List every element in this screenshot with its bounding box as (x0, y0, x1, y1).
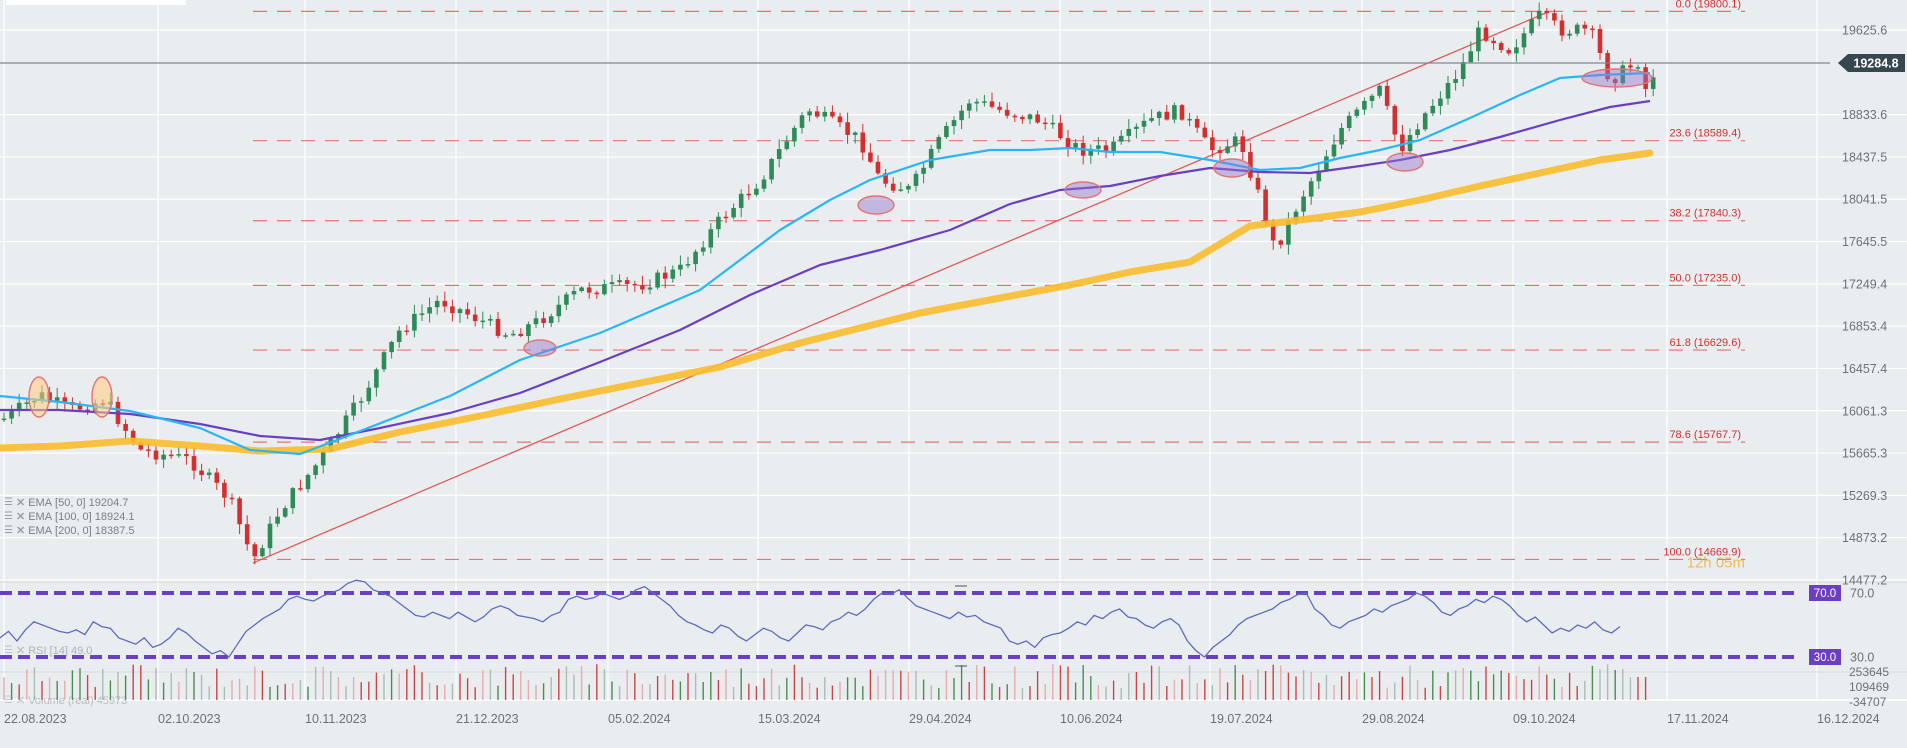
close-icon[interactable]: ✕ (15, 497, 26, 509)
date-tick: 10.11.2023 (305, 712, 367, 726)
date-tick: 16.12.2024 (1817, 712, 1880, 726)
price-tick: 15269.3 (1842, 489, 1887, 503)
price-tick: 14477.2 (1842, 574, 1887, 588)
volume-tick: 109469 (1849, 680, 1889, 694)
ema200-value: 18387.5 (94, 525, 135, 537)
date-tick: 15.03.2024 (758, 712, 821, 726)
trendline[interactable] (252, 11, 1549, 564)
ema50-legend[interactable]: ☰ ✕ EMA [50, 0] 19204.7 (4, 496, 135, 510)
highlight-ellipse-support[interactable] (523, 339, 557, 357)
date-tick: 29.04.2024 (909, 712, 972, 726)
price-tick: 17645.5 (1842, 235, 1887, 249)
rsi-panel: 70.0 30.0 (0, 579, 1841, 665)
settings-icon[interactable]: ☰ (4, 511, 13, 522)
volume-panel (3, 664, 1647, 700)
ema100-value: 18924.1 (94, 511, 135, 523)
last-price-badge (1838, 54, 1905, 72)
highlight-ellipse-support[interactable] (1581, 68, 1653, 88)
settings-icon[interactable]: ☰ (4, 525, 13, 536)
highlight-ellipse-support[interactable] (1386, 152, 1424, 172)
ema200-legend[interactable]: ☰ ✕ EMA [200, 0] 18387.5 (4, 524, 135, 538)
svg-text:30.0: 30.0 (1814, 652, 1836, 664)
last-price-line: 19284.8 (0, 54, 1905, 72)
price-tick: 17249.4 (1842, 277, 1887, 291)
ema200-line (0, 149, 1654, 455)
close-icon[interactable]: ✕ (15, 511, 26, 523)
price-tick: 16457.4 (1842, 362, 1887, 376)
date-tick: 17.11.2024 (1667, 712, 1729, 726)
rsi-tick: 30.0 (1850, 651, 1874, 665)
candlesticks (1, 2, 1656, 565)
highlight-ellipse-support[interactable] (1064, 181, 1102, 199)
close-icon[interactable]: ✕ (15, 645, 26, 657)
date-tick: 05.02.2024 (608, 712, 671, 726)
date-tick: 29.08.2024 (1362, 712, 1425, 726)
price-tick: 16061.3 (1842, 404, 1887, 418)
price-tick: 15665.3 (1842, 447, 1887, 461)
ema-lines (0, 71, 1654, 456)
fib-label: 61.8 (16629.6) (1669, 337, 1741, 349)
close-icon[interactable]: ✕ (15, 525, 26, 537)
price-tick: 14873.2 (1842, 531, 1887, 545)
ema200-params: [200, 0] (55, 525, 92, 537)
svg-text:70.0: 70.0 (1814, 588, 1836, 600)
fibonacci-retracement[interactable]: 0.0 (19800.1) 23.6 (18589.4) 38.2 (17840.3… (253, 0, 1745, 571)
close-icon[interactable]: ✕ (15, 695, 26, 707)
ema100-legend[interactable]: ☰ ✕ EMA [100, 0] 18924.1 (4, 510, 135, 524)
ema50-line (0, 71, 1651, 456)
ema100-params: [100, 0] (55, 511, 92, 523)
settings-icon[interactable]: ☰ (4, 695, 13, 706)
ema50-value: 19204.7 (88, 497, 129, 509)
ema50-name: EMA (28, 497, 53, 509)
highlight-ellipse-resistance[interactable] (91, 376, 113, 418)
axes: 19625.6 18833.6 18437.5 18041.5 17645.5 17249… (4, 24, 1889, 727)
volume-label: Volume (real) 45973 (28, 695, 128, 707)
price-tick: 19625.6 (1842, 24, 1887, 38)
fib-label: 100.0 (14669.9) (1663, 546, 1741, 558)
rsi-legend[interactable]: ☰ ✕ RSI [14] 49.0 (4, 644, 92, 658)
fib-label: 78.6 (15767.7) (1669, 429, 1741, 441)
date-tick: 19.07.2024 (1210, 712, 1273, 726)
volume-legend[interactable]: ☰ ✕ Volume (real) 45973 (4, 694, 127, 708)
settings-icon[interactable]: ☰ (4, 497, 13, 508)
date-tick: 09.10.2024 (1513, 712, 1576, 726)
price-tick: 18041.5 (1842, 193, 1887, 207)
symbol-box (6, 0, 186, 5)
last-price-value: 19284.8 (1853, 57, 1898, 71)
rsi-level-badge (1809, 585, 1841, 601)
rsi-line (0, 579, 1621, 658)
ema100-name: EMA (28, 511, 53, 523)
price-tick: 18437.5 (1842, 150, 1887, 164)
fib-label: 38.2 (17840.3) (1669, 208, 1741, 220)
rsi-tick: 70.0 (1850, 587, 1874, 601)
date-tick: 21.12.2023 (456, 712, 519, 726)
highlight-ellipse-support[interactable] (1213, 158, 1251, 178)
fib-label: 23.6 (18589.4) (1669, 128, 1741, 140)
highlight-ellipses[interactable] (28, 68, 1653, 418)
countdown-timer: 12h 05m (1687, 554, 1745, 571)
volume-tick: 253645 (1849, 665, 1889, 679)
ema50-params: [50, 0] (55, 497, 86, 509)
date-tick: 02.10.2023 (158, 712, 221, 726)
highlight-ellipse-support[interactable] (857, 195, 895, 215)
ema-legend: ☰ ✕ EMA [50, 0] 19204.7 ☰ ✕ EMA [100, 0]… (4, 496, 135, 538)
date-tick: 22.08.2023 (4, 712, 67, 726)
fib-label: 0.0 (19800.1) (1676, 0, 1741, 10)
price-tick: 18833.6 (1842, 108, 1887, 122)
price-tick: 16853.4 (1842, 320, 1887, 334)
fib-label: 50.0 (17235.0) (1669, 272, 1741, 284)
settings-icon[interactable]: ☰ (4, 645, 13, 656)
rsi-label: RSI [14] 49.0 (28, 645, 93, 657)
highlight-ellipse-resistance[interactable] (28, 376, 50, 418)
rsi-level-badge (1809, 649, 1841, 665)
ema200-name: EMA (28, 525, 53, 537)
ema100-line (0, 99, 1651, 442)
date-tick: 10.06.2024 (1060, 712, 1123, 726)
volume-tick: -34707 (1849, 695, 1887, 709)
